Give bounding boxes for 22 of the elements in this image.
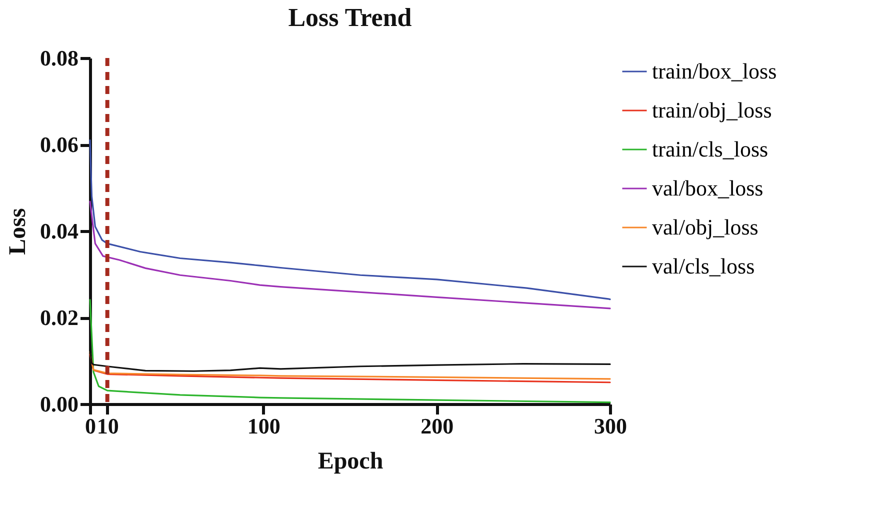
legend-label: val/box_loss <box>652 176 764 200</box>
legend-label: val/obj_loss <box>652 214 758 240</box>
line-series <box>89 139 611 300</box>
x-tick-label: 100 <box>247 414 280 438</box>
y-tick-label: 0.08 <box>40 46 78 70</box>
x-tick-label: 300 <box>594 414 627 438</box>
y-tick-label: 0.04 <box>40 218 78 244</box>
line-series <box>89 298 611 404</box>
y-tick-label: 0.00 <box>40 392 78 416</box>
x-tick-label: 10 <box>96 414 119 438</box>
y-tick-label: 0.02 <box>40 305 78 330</box>
x-axis-title: Epoch <box>318 448 384 474</box>
legend-label: train/obj_loss <box>652 98 772 122</box>
line-series <box>89 200 611 310</box>
legend-label: train/box_loss <box>652 58 777 84</box>
chart-title: Loss Trend <box>288 3 412 32</box>
y-axis-title: Loss <box>5 208 31 255</box>
x-tick-label: 200 <box>420 414 454 438</box>
legend-label: val/cls_loss <box>652 254 755 278</box>
x-tick-label: 0 <box>85 414 96 438</box>
y-tick-label: 0.06 <box>40 132 78 157</box>
legend-label: train/cls_loss <box>652 136 768 162</box>
